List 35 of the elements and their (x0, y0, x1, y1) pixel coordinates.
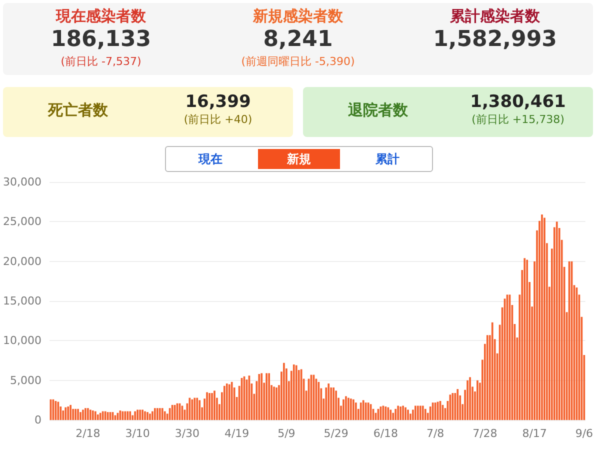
text: 退院者数 (347, 101, 409, 120)
text: 新規 (258, 149, 340, 169)
y-tick-label: 5,000 (10, 374, 42, 387)
text: 新規感染者数 (252, 7, 344, 26)
text: 1,380,461 (469, 92, 567, 112)
x-tick-label: 8/17 (522, 427, 547, 440)
x-tick-label: 5/29 (324, 427, 348, 440)
text: 死亡者数 (46, 101, 109, 120)
y-tick-label: 0 (34, 414, 42, 426)
x-tick-label: 3/10 (125, 427, 150, 440)
x-tick-label: 5/9 (278, 427, 296, 440)
text: 累計感染者数 (449, 7, 541, 26)
text: 186,133 (50, 26, 152, 54)
text: 現在 (197, 151, 224, 168)
text: 1,582,993 (432, 26, 558, 54)
text: (前日比 +15,738) (470, 112, 566, 127)
text: 16,399 (184, 92, 252, 112)
text: 8,241 (262, 26, 334, 54)
text: 累計 (374, 151, 401, 168)
x-tick-label: 2/18 (76, 427, 100, 440)
y-tick-label: 25,000 (2, 215, 42, 228)
x-tick-label: 7/28 (472, 427, 498, 440)
text: 現在感染者数 (54, 7, 147, 26)
y-tick-label: 30,000 (2, 176, 42, 188)
text: (前日比 +40) (182, 112, 254, 127)
x-tick-label: 6/18 (373, 427, 398, 440)
x-tick-label: 4/19 (224, 427, 250, 440)
y-tick-label: 10,000 (2, 334, 42, 348)
x-tick-label: 9/6 (575, 427, 594, 440)
x-tick-label: 7/8 (426, 427, 444, 440)
y-tick-label: 20,000 (2, 254, 42, 268)
text: (前日比 -7,537) (60, 54, 142, 69)
y-tick-label: 15,000 (2, 294, 42, 308)
x-tick-label: 3/30 (174, 427, 200, 440)
text: (前週同曜日比 -5,390) (240, 54, 356, 69)
